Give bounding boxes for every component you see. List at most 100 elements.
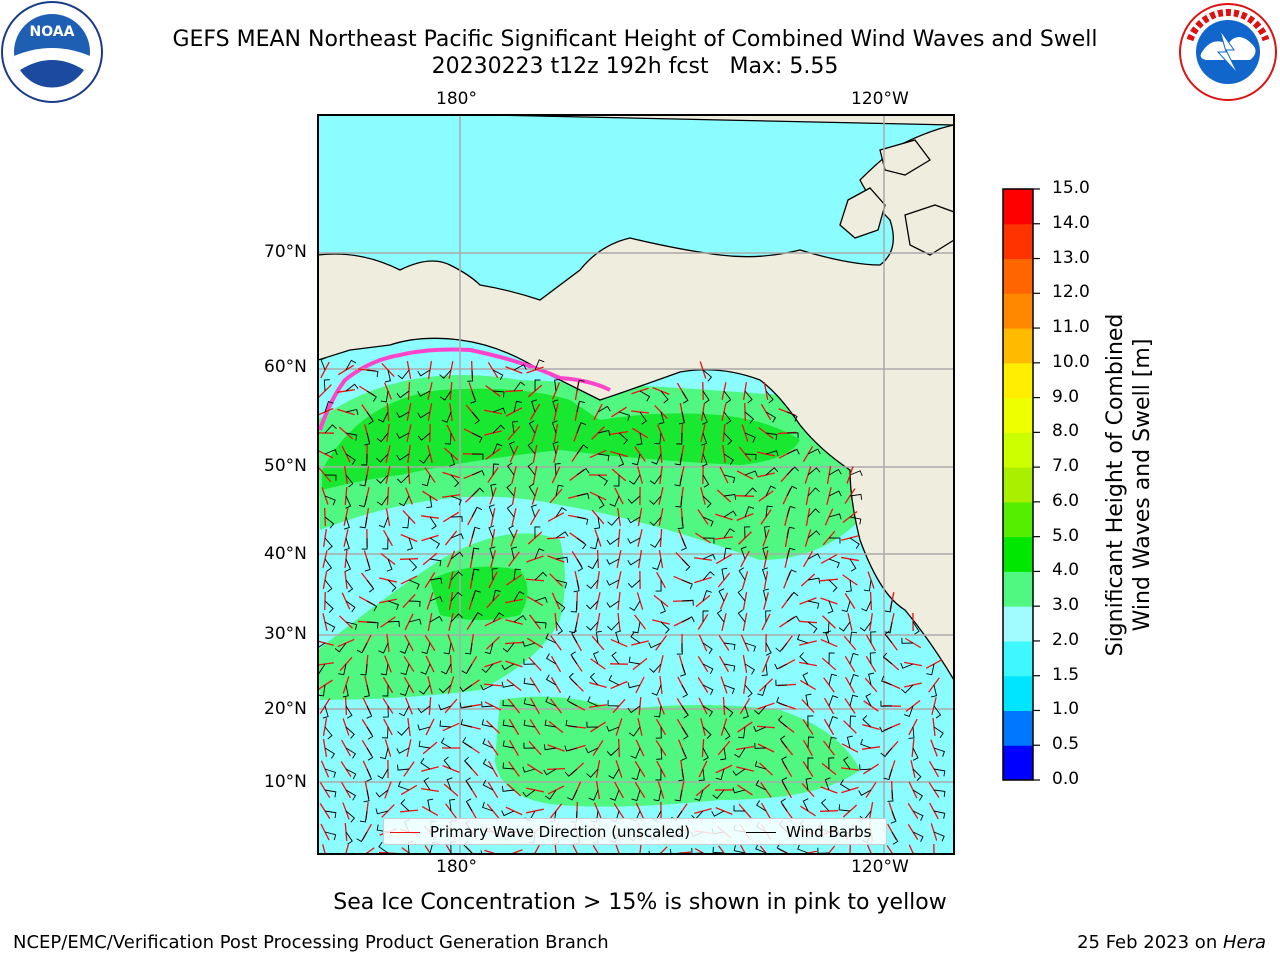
- wind-barb: [723, 494, 737, 501]
- wind-barb: [345, 474, 354, 488]
- wind-barb: [786, 526, 795, 539]
- wind-barb: [366, 726, 374, 740]
- wind-barb: [396, 390, 410, 399]
- colorbar: [1003, 188, 1040, 781]
- wind-barb: [450, 495, 462, 506]
- wind-barb: [523, 719, 536, 728]
- wind-barb: [396, 432, 410, 439]
- wind-barb: [744, 390, 753, 404]
- wind-barb: [802, 798, 809, 812]
- wind-barb: [765, 390, 774, 404]
- wind-barb: [507, 462, 515, 476]
- wind-barb: [655, 768, 662, 781]
- wind-barb: [765, 432, 778, 441]
- wind-barb: [400, 663, 410, 676]
- wind-barb: [763, 525, 770, 539]
- wind-barb: [359, 474, 368, 487]
- wind-barb: [324, 400, 334, 413]
- wind-barb: [679, 411, 686, 425]
- wind-barb: [702, 726, 712, 739]
- wind-barb: [660, 390, 669, 404]
- wind-barb: [618, 411, 631, 421]
- wind-barb: [399, 642, 410, 654]
- wind-barb: [680, 663, 687, 677]
- wind-barb: [631, 768, 641, 781]
- wind-barb: [318, 663, 326, 674]
- wind-barb: [765, 450, 779, 457]
- wind-barb: [398, 495, 410, 507]
- wind-barb: [606, 579, 620, 586]
- wind-barb: [734, 747, 746, 758]
- wind-barb: [400, 684, 410, 696]
- wind-barb: [513, 615, 527, 623]
- wind-barb: [651, 684, 662, 696]
- wind-barb: [675, 495, 683, 508]
- wind-barb: [649, 516, 662, 527]
- land-arctic-island-2: [904, 204, 954, 256]
- wind-barb: [489, 546, 496, 560]
- wind-barb: [552, 399, 559, 413]
- wind-barb: [324, 621, 336, 633]
- wind-barb: [345, 359, 357, 371]
- wind-barb: [528, 483, 536, 497]
- wind-barb: [588, 789, 599, 801]
- wind-barb: [510, 546, 517, 560]
- wind-barb: [576, 537, 587, 550]
- wind-barb: [869, 652, 876, 665]
- wind-barb: [569, 621, 578, 634]
- wind-barb: [417, 411, 431, 419]
- wind-barb: [702, 747, 709, 761]
- colorbar-segment-10: [1003, 397, 1033, 433]
- wind-barb: [723, 390, 732, 404]
- colorbar-tick-label: 13.0: [1052, 247, 1090, 268]
- wind-barb: [324, 516, 335, 529]
- wind-barb: [564, 745, 578, 752]
- wind-barb: [568, 672, 578, 686]
- wind-barb: [880, 747, 893, 758]
- wind-barb: [732, 768, 746, 776]
- wind-barb: [702, 474, 710, 488]
- wind-barb: [681, 599, 694, 606]
- wind-barb: [780, 798, 788, 812]
- wind-barb: [849, 470, 863, 477]
- wind-barb: [775, 642, 788, 653]
- wind-barb: [828, 558, 840, 569]
- wind-barb: [884, 621, 893, 634]
- wind-barb: [408, 618, 422, 625]
- wind-barb: [450, 474, 460, 488]
- wind-barb: [828, 736, 837, 749]
- wind-barb: [418, 453, 431, 464]
- colorbar-label: Significant Height of Combined Wind Wave…: [1102, 314, 1156, 657]
- wind-barb: [674, 474, 683, 487]
- wind-barb: [733, 805, 746, 812]
- colorbar-tick-label: 8.0: [1052, 421, 1080, 442]
- wind-barb: [648, 642, 662, 649]
- wind-barb: [376, 453, 389, 463]
- wind-barb: [891, 831, 899, 845]
- colorbar-segment-2: [1003, 675, 1033, 711]
- wind-barb: [765, 610, 772, 623]
- wind-barb: [446, 777, 453, 791]
- wind-barb: [838, 621, 851, 632]
- wind-barb: [586, 621, 599, 631]
- wind-barb: [417, 390, 431, 397]
- wind-barb: [523, 658, 536, 665]
- wind-barb: [345, 432, 358, 441]
- wind-barb: [702, 684, 714, 695]
- wind-barb: [461, 663, 473, 675]
- wind-barb: [681, 616, 695, 623]
- wind-barb: [491, 568, 498, 581]
- wind-barb: [627, 495, 641, 504]
- wind-barb: [744, 487, 757, 497]
- wind-barb: [576, 422, 587, 434]
- wind-barb: [807, 448, 821, 455]
- wind-barb: [933, 831, 945, 842]
- wind-barb: [702, 642, 713, 654]
- wind-barb: [585, 747, 599, 754]
- wind-barb: [841, 600, 851, 613]
- wind-barb: [345, 831, 353, 845]
- wind-barb: [723, 726, 731, 740]
- wind-barb: [543, 744, 557, 751]
- wind-barb: [681, 579, 693, 590]
- svg-text:NOAA: NOAA: [30, 24, 75, 40]
